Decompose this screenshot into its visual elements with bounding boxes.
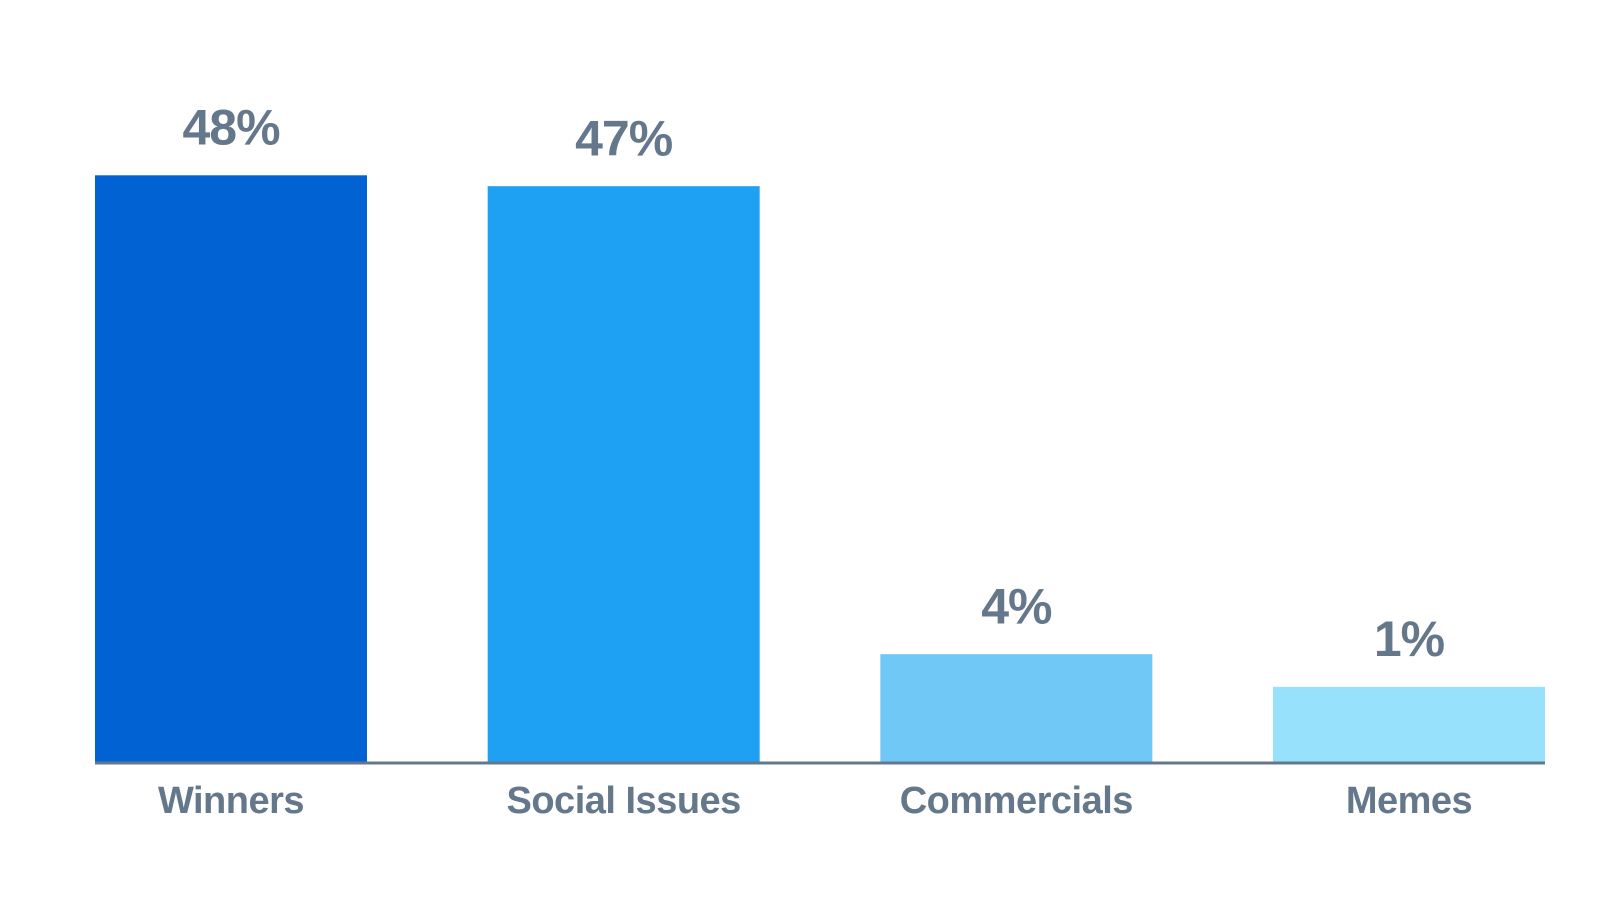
value-label: 4% [981, 578, 1052, 634]
x-tick-label: Commercials [900, 780, 1133, 822]
x-tick-label: Memes [1346, 780, 1472, 822]
x-tick-label: Winners [158, 780, 304, 822]
x-tick-label: Social Issues [507, 780, 741, 822]
bar [95, 175, 367, 764]
value-label: 47% [575, 110, 673, 166]
bar [880, 654, 1153, 763]
value-label: 1% [1374, 611, 1445, 667]
value-label: 48% [182, 100, 280, 156]
bar [1273, 686, 1545, 763]
bar [487, 186, 760, 763]
